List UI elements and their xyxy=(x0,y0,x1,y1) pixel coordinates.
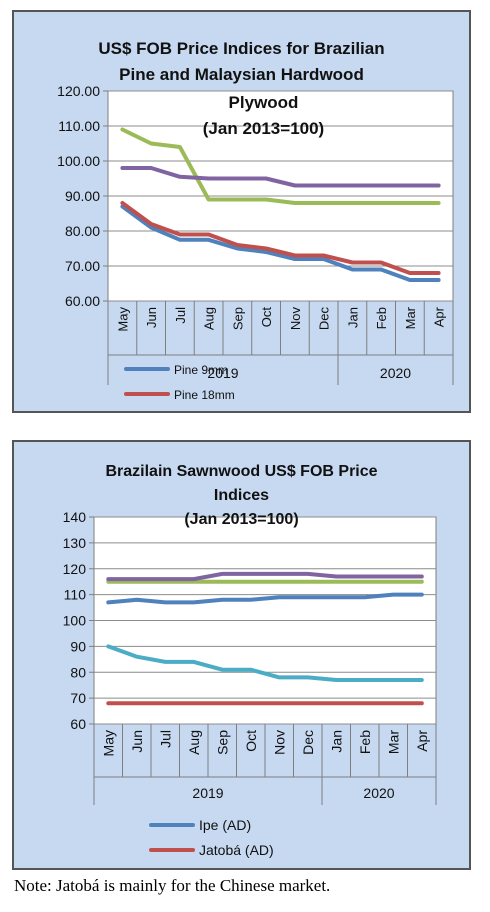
sawnwood-chart-title: Brazilain Sawnwood US$ FOB Price Indices… xyxy=(14,460,469,532)
plywood-series-line xyxy=(120,201,441,275)
plywood-x-tick-label: Mar xyxy=(403,306,418,329)
sawnwood-x-tick-label: Oct xyxy=(243,730,259,752)
sawnwood-y-tick-label: 110 xyxy=(64,587,87,603)
sawnwood-year-label: 2019 xyxy=(192,785,223,801)
plywood-x-tick-label: Nov xyxy=(288,307,303,331)
plywood-x-tick-label: Apr xyxy=(432,306,447,327)
plywood-x-tick-label: Aug xyxy=(202,307,217,330)
sawnwood-x-tick-label: Apr xyxy=(414,730,430,752)
plywood-x-tick-label: Oct xyxy=(259,307,274,328)
plywood-x-tick-label: Jan xyxy=(345,307,360,328)
plywood-x-tick-label: Jul xyxy=(173,307,188,324)
plywood-chart: 120.00 110.00 100.00 90.00 80.00 70.00 60.00 Ma… xyxy=(57,83,454,402)
plywood-chart-subtitle: Plywood (Jan 2013=100) xyxy=(36,90,490,142)
sawnwood-legend-label: Jatobá (AD) xyxy=(199,842,274,858)
plywood-series-line xyxy=(120,166,441,188)
sawnwood-title-line-2: Indices xyxy=(213,487,270,504)
plywood-x-tick-label: Sep xyxy=(230,307,245,330)
sawnwood-x-tick-label: Nov xyxy=(271,730,287,755)
sawnwood-legend-label: Ipe (AD) xyxy=(199,817,251,833)
sawnwood-x-tick-label: Feb xyxy=(357,730,373,754)
sawnwood-x-tick-label: Sep xyxy=(214,730,230,755)
plywood-y-tick-label: 120.00 xyxy=(57,83,100,99)
sawnwood-series-line xyxy=(106,644,424,682)
plywood-title-line-2: Pine and Malaysian Hardwood xyxy=(119,65,364,84)
plywood-chart-panel: 120.00 110.00 100.00 90.00 80.00 70.00 60.00 Ma… xyxy=(12,10,471,413)
plywood-title-line-1: US$ FOB Price Indices for Brazilian xyxy=(98,39,385,58)
sawnwood-chart-panel: 140 130 120 110 100 90 80 70 60 May Jun Jul Aug Sep Oc… xyxy=(12,440,471,870)
sawnwood-y-tick-label: 140 xyxy=(63,509,87,525)
sawnwood-y-tick-label: 120 xyxy=(63,561,87,577)
plywood-title-line-4: (Jan 2013=100) xyxy=(202,119,325,138)
sawnwood-x-tick-label: Jun xyxy=(129,730,145,753)
sawnwood-year-label: 2020 xyxy=(363,785,394,801)
plywood-chart-title: US$ FOB Price Indices for Brazilian Pine… xyxy=(14,36,469,88)
sawnwood-x-tick-label: Aug xyxy=(186,730,202,755)
sawnwood-x-tick-label: May xyxy=(100,730,116,756)
sawnwood-y-tick-label: 130 xyxy=(63,535,87,551)
plywood-year-label: 2019 xyxy=(207,365,238,381)
plywood-y-tick-label: 60.00 xyxy=(65,293,100,309)
sawnwood-y-tick-label: 100 xyxy=(63,613,87,629)
plywood-year-label: 2020 xyxy=(380,365,411,381)
sawnwood-series-line xyxy=(106,592,424,605)
plywood-x-tick-label: Feb xyxy=(374,307,389,329)
sawnwood-title-line-3: (Jan 2013=100) xyxy=(184,511,299,528)
sawnwood-chart: 140 130 120 110 100 90 80 70 60 May Jun Jul Aug Sep Oc… xyxy=(63,509,437,858)
plywood-y-tick-label: 100.00 xyxy=(57,153,100,169)
sawnwood-x-tick-label: Jan xyxy=(328,730,344,753)
plywood-x-tick-label: Dec xyxy=(317,307,332,331)
plywood-x-tick-label: May xyxy=(115,307,130,332)
sawnwood-y-tick-label: 80 xyxy=(70,664,86,680)
sawnwood-x-tick-label: Dec xyxy=(300,730,316,755)
plywood-x-tick-label: Jun xyxy=(144,307,159,328)
sawnwood-x-tick-label: Mar xyxy=(385,730,401,754)
plywood-y-tick-label: 110.00 xyxy=(58,118,100,134)
plywood-legend-label: Pine 18mm xyxy=(174,388,235,402)
sawnwood-title-line-1: Brazilain Sawnwood US$ FOB Price xyxy=(105,463,378,480)
sawnwood-y-tick-label: 70 xyxy=(70,690,86,706)
sawnwood-series-line xyxy=(106,571,424,582)
plywood-series-line xyxy=(120,204,441,282)
plywood-y-tick-label: 70.00 xyxy=(65,258,100,274)
sawnwood-x-tick-label: Jul xyxy=(157,730,173,748)
sawnwood-y-tick-label: 90 xyxy=(70,638,86,654)
plywood-series-line xyxy=(120,127,441,205)
plywood-y-tick-label: 80.00 xyxy=(65,223,100,239)
plywood-title-line-3: Plywood xyxy=(228,93,299,112)
sawnwood-y-tick-label: 60 xyxy=(70,716,86,732)
plywood-y-tick-label: 90.00 xyxy=(65,188,100,204)
footnote: Note: Jatobá is mainly for the Chinese m… xyxy=(14,876,331,895)
plywood-legend-label: Pine 9mm xyxy=(174,363,228,377)
